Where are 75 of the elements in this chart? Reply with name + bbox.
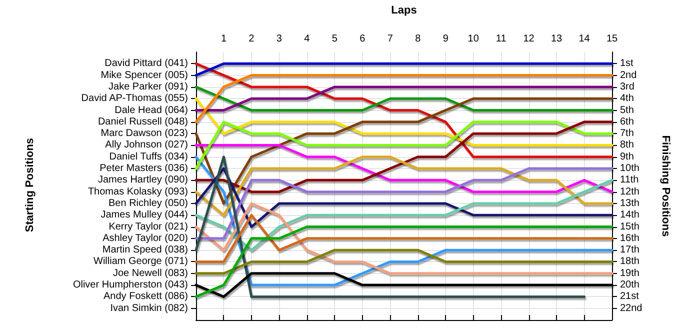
line-series bbox=[194, 167, 614, 240]
y2-tick-label: 6th bbox=[620, 116, 634, 128]
text: Jake Parker (091) bbox=[108, 81, 188, 92]
x-tick-label: 5 bbox=[332, 34, 338, 44]
y2-tick-label: 11th bbox=[620, 174, 639, 186]
text: Dale Head (064) bbox=[114, 104, 188, 116]
text: Thomas Kolasky (093) bbox=[88, 186, 188, 198]
line-series bbox=[194, 167, 614, 228]
text: Oliver Humpherston (043) bbox=[72, 280, 188, 291]
x-tick-label: 8 bbox=[415, 34, 422, 44]
y2-tick-label: 10th bbox=[620, 163, 640, 174]
line-series bbox=[194, 97, 614, 205]
x-tick-label: 10 bbox=[468, 34, 480, 44]
text: Ivan Simkin (082) bbox=[110, 302, 188, 314]
text: Ben Richley (050) bbox=[108, 198, 188, 209]
line-series bbox=[194, 144, 614, 194]
text: Kerry Taylor (021) bbox=[108, 221, 188, 232]
text: Andy Foskett (086) bbox=[104, 291, 188, 302]
x-tick-label: 15 bbox=[606, 34, 618, 44]
y2-tick-label: 16th bbox=[620, 232, 640, 244]
text: Daniel Russell (048) bbox=[98, 116, 188, 128]
text: David Pittard (041) bbox=[104, 58, 188, 70]
x-tick-label: 6 bbox=[360, 34, 366, 44]
y2-axis-title: Finishing Positions bbox=[660, 135, 672, 237]
y2-tick-label: 21st bbox=[620, 291, 640, 302]
y2-tick-label: 20th bbox=[620, 280, 640, 291]
x-tick-label: 3 bbox=[276, 34, 282, 44]
x-tick-label: 4 bbox=[304, 34, 310, 44]
text: Starting Positions bbox=[24, 138, 36, 232]
y2-tick-label: 12th bbox=[620, 186, 640, 198]
text: Marc Dawson (023) bbox=[100, 128, 188, 140]
y2-tick-label: 22nd bbox=[620, 302, 642, 314]
text: Ashley Taylor (020) bbox=[102, 232, 188, 244]
y2-tick-label: 13th bbox=[620, 198, 640, 209]
line-series bbox=[194, 97, 614, 146]
y2-tick-label: 3rd bbox=[620, 81, 634, 92]
text: Daniel Tuffs (034) bbox=[109, 151, 188, 162]
y2-tick-label: 8th bbox=[620, 140, 634, 151]
y2-tick-label: 18th bbox=[620, 256, 640, 268]
line-series bbox=[194, 156, 614, 216]
text: James Mulley (044) bbox=[100, 210, 188, 221]
y2-tick-label: 1st bbox=[620, 58, 634, 70]
y2-tick-label: 19th bbox=[620, 268, 640, 279]
y2-tick-label: 5th bbox=[620, 104, 634, 116]
line-series bbox=[194, 202, 614, 275]
text: William George (071) bbox=[94, 256, 188, 268]
y2-tick-label: 2nd bbox=[620, 70, 637, 81]
text: David AP-Thomas (055) bbox=[81, 93, 188, 104]
y2-tick-label: 17th bbox=[620, 244, 640, 256]
x-tick-label: 11 bbox=[496, 34, 507, 44]
x-tick-label: 12 bbox=[523, 34, 535, 44]
y2-tick-label: 14th bbox=[620, 210, 640, 221]
text: Joe Newell (083) bbox=[112, 268, 188, 279]
line-series bbox=[194, 120, 614, 194]
x-tick-label: 13 bbox=[550, 34, 563, 44]
line-series bbox=[194, 214, 614, 263]
text: James Hartley (090) bbox=[98, 174, 188, 186]
y2-tick-label: 15th bbox=[620, 221, 640, 232]
line-series bbox=[194, 178, 614, 252]
y2-tick-label: 9th bbox=[620, 151, 634, 162]
x-tick-label: 1 bbox=[220, 34, 227, 44]
y2-tick-label: 4th bbox=[620, 93, 634, 104]
text: Martin Speed (038) bbox=[102, 244, 188, 256]
text: Mike Spencer (005) bbox=[100, 70, 188, 81]
x-tick-label: 9 bbox=[442, 34, 449, 44]
x-tick-label: 14 bbox=[578, 34, 590, 44]
line-series bbox=[194, 226, 614, 298]
line-series bbox=[194, 120, 614, 170]
line-series bbox=[194, 62, 614, 158]
x-tick-label: 7 bbox=[387, 34, 394, 44]
y2-tick-label: 7th bbox=[620, 128, 634, 140]
x-tick-label: 2 bbox=[248, 34, 255, 44]
x-axis-title: Laps bbox=[391, 4, 417, 16]
text: Peter Masters (036) bbox=[100, 163, 188, 174]
text: Ally Johnson (027) bbox=[105, 140, 188, 151]
